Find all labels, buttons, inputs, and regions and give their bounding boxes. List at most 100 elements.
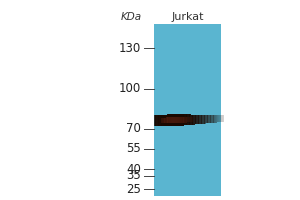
Bar: [184, 117, 185, 123]
Bar: [165, 118, 166, 123]
Bar: [167, 117, 168, 123]
Bar: [207, 115, 208, 123]
Bar: [173, 117, 174, 123]
Bar: [188, 117, 189, 122]
Bar: [167, 115, 168, 126]
Bar: [197, 115, 198, 124]
Bar: [187, 117, 188, 123]
Bar: [157, 115, 158, 126]
Bar: [164, 115, 165, 126]
Bar: [162, 115, 163, 126]
Bar: [159, 115, 160, 126]
Bar: [217, 115, 218, 123]
Bar: [191, 115, 192, 125]
Bar: [219, 115, 220, 122]
Bar: [189, 117, 190, 122]
Bar: [184, 114, 185, 125]
Bar: [209, 115, 210, 123]
Bar: [215, 115, 216, 123]
Bar: [198, 115, 199, 124]
Bar: [158, 115, 159, 126]
Bar: [176, 114, 177, 126]
Bar: [197, 115, 198, 124]
Bar: [194, 115, 195, 125]
Bar: [172, 114, 173, 126]
Bar: [188, 114, 189, 125]
Bar: [161, 118, 162, 123]
Bar: [177, 114, 178, 126]
Bar: [173, 114, 174, 126]
Bar: [201, 115, 202, 124]
Bar: [185, 117, 186, 123]
Bar: [163, 118, 164, 123]
Bar: [191, 115, 192, 125]
Bar: [176, 117, 177, 123]
Bar: [167, 117, 168, 123]
Bar: [179, 114, 180, 126]
Bar: [179, 114, 180, 126]
Bar: [219, 115, 220, 122]
Bar: [181, 114, 182, 126]
Bar: [184, 117, 185, 123]
Bar: [215, 115, 216, 123]
Bar: [180, 117, 181, 123]
Bar: [173, 114, 174, 126]
Bar: [177, 117, 178, 123]
Bar: [159, 115, 160, 126]
Bar: [205, 115, 206, 124]
Bar: [218, 115, 219, 122]
Bar: [217, 115, 218, 122]
Bar: [190, 117, 191, 122]
Bar: [212, 115, 213, 123]
Bar: [174, 117, 175, 123]
Bar: [206, 115, 207, 123]
Bar: [171, 114, 172, 126]
Text: KDa: KDa: [120, 12, 141, 22]
Bar: [167, 115, 168, 126]
Bar: [172, 117, 173, 123]
Bar: [154, 115, 155, 126]
Bar: [164, 118, 165, 123]
Bar: [188, 114, 189, 125]
Bar: [200, 115, 201, 124]
Bar: [185, 117, 186, 123]
Bar: [174, 114, 175, 126]
Bar: [205, 115, 206, 124]
Bar: [187, 114, 188, 125]
Bar: [187, 114, 188, 125]
Bar: [164, 118, 165, 123]
Bar: [188, 117, 189, 122]
Bar: [170, 117, 171, 123]
Bar: [182, 114, 183, 126]
Bar: [169, 117, 170, 123]
Bar: [214, 115, 215, 123]
Bar: [214, 115, 215, 123]
Bar: [183, 117, 184, 123]
Bar: [199, 115, 200, 124]
Bar: [185, 114, 186, 125]
Bar: [170, 114, 171, 126]
Bar: [202, 115, 203, 124]
Bar: [197, 115, 198, 124]
Bar: [202, 115, 203, 124]
Bar: [221, 115, 222, 122]
Bar: [196, 115, 197, 124]
Bar: [189, 114, 190, 125]
Bar: [213, 115, 214, 123]
Bar: [208, 115, 209, 123]
Bar: [187, 117, 188, 122]
Bar: [180, 114, 181, 126]
Bar: [182, 117, 183, 123]
Bar: [178, 117, 179, 123]
Bar: [166, 115, 167, 126]
Bar: [167, 114, 168, 126]
Bar: [157, 115, 158, 126]
Bar: [155, 115, 156, 126]
Text: 100: 100: [119, 82, 141, 95]
Bar: [190, 114, 191, 125]
Bar: [222, 115, 223, 122]
Bar: [160, 115, 161, 126]
Bar: [166, 117, 167, 123]
Bar: [216, 115, 217, 123]
Bar: [160, 115, 161, 126]
